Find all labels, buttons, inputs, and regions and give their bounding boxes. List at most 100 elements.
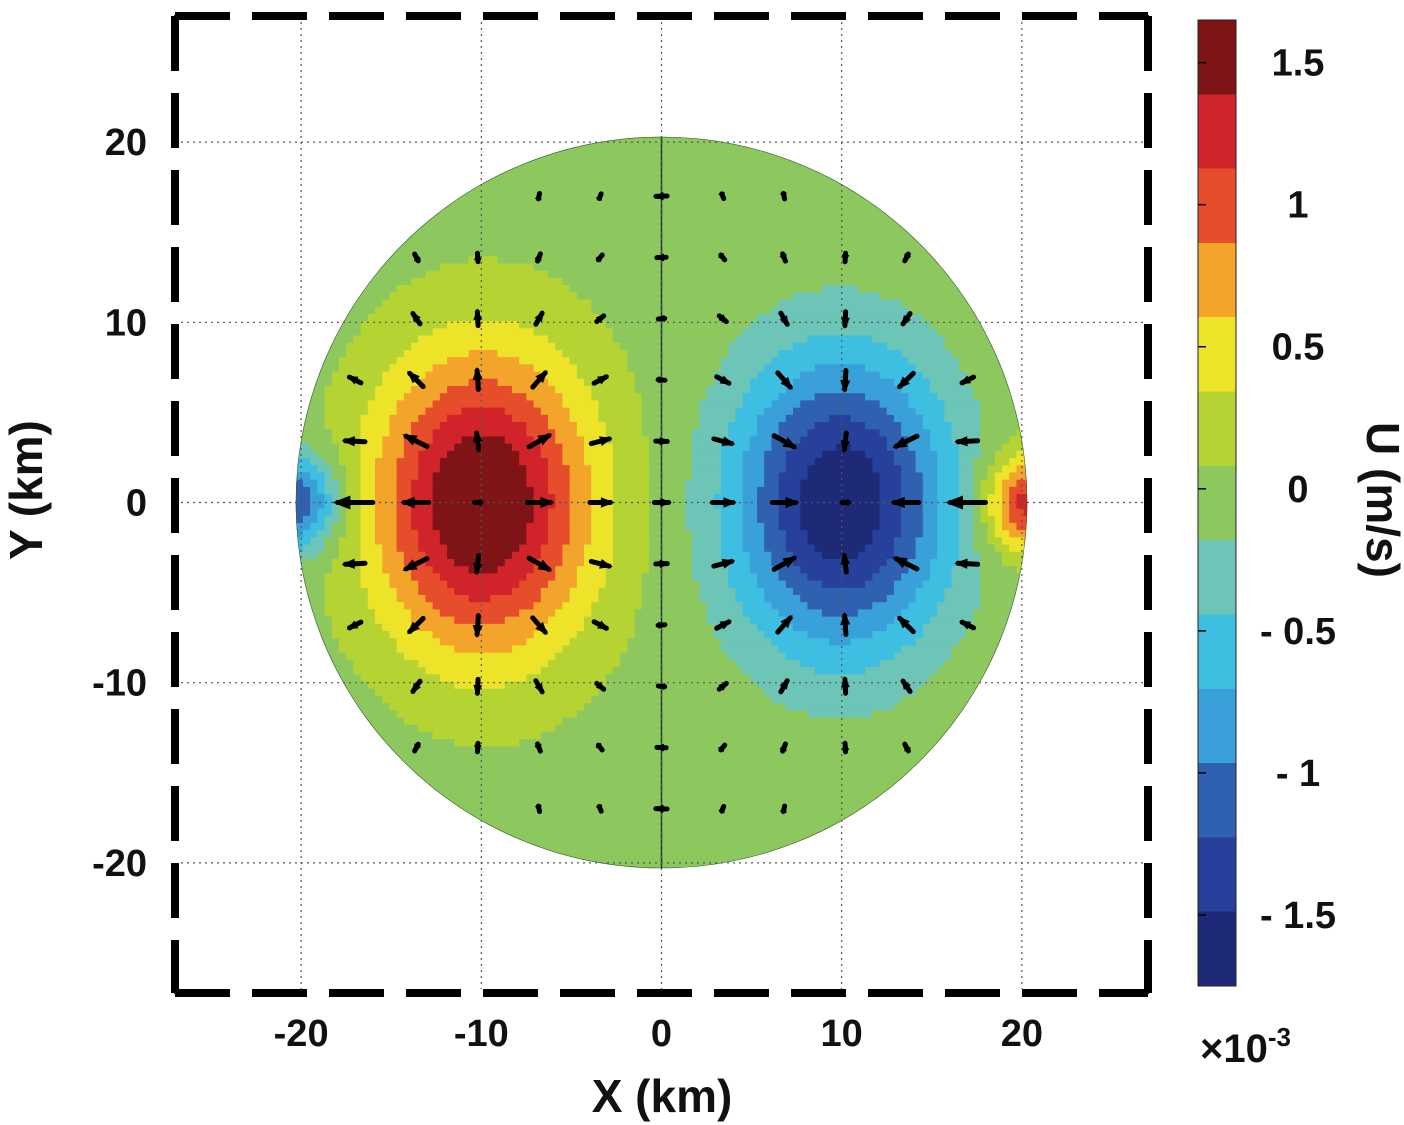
field-cell (951, 572, 982, 581)
vector-arrow (472, 366, 483, 392)
field-cell (367, 601, 405, 610)
field-cell (980, 428, 1018, 437)
vector-arrow (472, 613, 483, 639)
field-cell (648, 522, 686, 531)
field-cell (324, 536, 340, 545)
field-cell (396, 543, 419, 552)
field-cell (295, 450, 318, 459)
field-cell (439, 464, 527, 473)
field-cell (346, 486, 362, 495)
vector-arrow (654, 743, 669, 752)
field-cell (865, 666, 938, 675)
field-cell (461, 407, 506, 415)
field-cell (555, 608, 592, 617)
field-cell (324, 457, 340, 466)
field-cell (807, 536, 873, 545)
vector-arrow (655, 683, 668, 691)
field-cell (576, 428, 607, 437)
field-cell (944, 399, 982, 408)
field-cell (382, 543, 398, 552)
field-cell (346, 464, 362, 473)
vector-arrow (341, 436, 368, 447)
field-cell (540, 666, 614, 675)
field-cell (1023, 572, 1028, 581)
field-cell (908, 565, 931, 574)
field-cell (396, 637, 441, 646)
field-cell (569, 587, 600, 595)
field-cell (360, 507, 376, 516)
field-cell (944, 342, 1028, 350)
field-cell (295, 320, 362, 329)
field-cell (901, 695, 1028, 704)
field-cell (367, 587, 398, 595)
field-cell (922, 579, 953, 588)
field-cell (922, 630, 967, 639)
field-cell (720, 443, 751, 451)
field-cell (1009, 471, 1028, 480)
field-cell (295, 587, 326, 595)
field-cell (519, 543, 542, 552)
field-cell (648, 457, 693, 466)
field-cell (785, 702, 895, 711)
field-cell (800, 493, 881, 502)
field-cell (324, 385, 376, 394)
field-cell (929, 385, 974, 394)
field-cell (937, 515, 960, 523)
field-cell (331, 471, 347, 480)
field-cell (980, 579, 1028, 588)
field-cell (295, 695, 383, 704)
field-cell (893, 652, 953, 660)
y-tick-label: 0 (126, 483, 147, 525)
field-cell (829, 414, 852, 423)
field-cell (951, 579, 982, 588)
field-cell (958, 507, 974, 516)
field-cell (728, 558, 751, 567)
field-cell (648, 464, 693, 473)
field-cell (302, 543, 326, 552)
vector-arrow (473, 553, 483, 576)
field-cell (958, 493, 974, 502)
field-cell (295, 392, 326, 401)
field-cell (929, 673, 1028, 682)
field-cell (418, 579, 448, 588)
field-cell (800, 659, 881, 668)
field-cell (684, 507, 722, 516)
vector-arrow (718, 191, 727, 202)
field-cell (547, 471, 571, 480)
field-cell (338, 450, 362, 459)
field-cell (800, 399, 881, 408)
field-cell (728, 579, 758, 588)
field-cell (396, 356, 448, 365)
field-cell (504, 407, 542, 415)
field-cell (497, 255, 1028, 264)
field-cell (519, 450, 542, 459)
field-cell (742, 464, 765, 473)
field-cell (915, 637, 960, 646)
field-cell (641, 399, 700, 408)
field-cell (793, 587, 895, 595)
field-cell (591, 306, 773, 314)
field-cell (338, 486, 347, 495)
field-cell (692, 551, 722, 559)
vector-arrow (595, 742, 605, 753)
field-cell (958, 363, 1028, 372)
field-cell (295, 659, 354, 668)
field-cell (922, 507, 938, 516)
field-cell (756, 421, 780, 430)
field-cell (533, 493, 556, 502)
field-cell (331, 370, 383, 379)
field-cell (533, 558, 563, 567)
field-cell (821, 551, 859, 559)
vector-arrow (839, 498, 851, 507)
field-cell (648, 565, 693, 574)
field-cell (310, 536, 326, 545)
field-cell (908, 356, 960, 365)
field-cell (317, 464, 333, 473)
field-cell (569, 464, 592, 473)
field-cell (396, 399, 434, 408)
field-cell (648, 558, 693, 567)
field-cell (331, 630, 391, 639)
field-cell (821, 608, 859, 617)
field-cell (879, 291, 1028, 300)
field-cell (382, 435, 405, 444)
